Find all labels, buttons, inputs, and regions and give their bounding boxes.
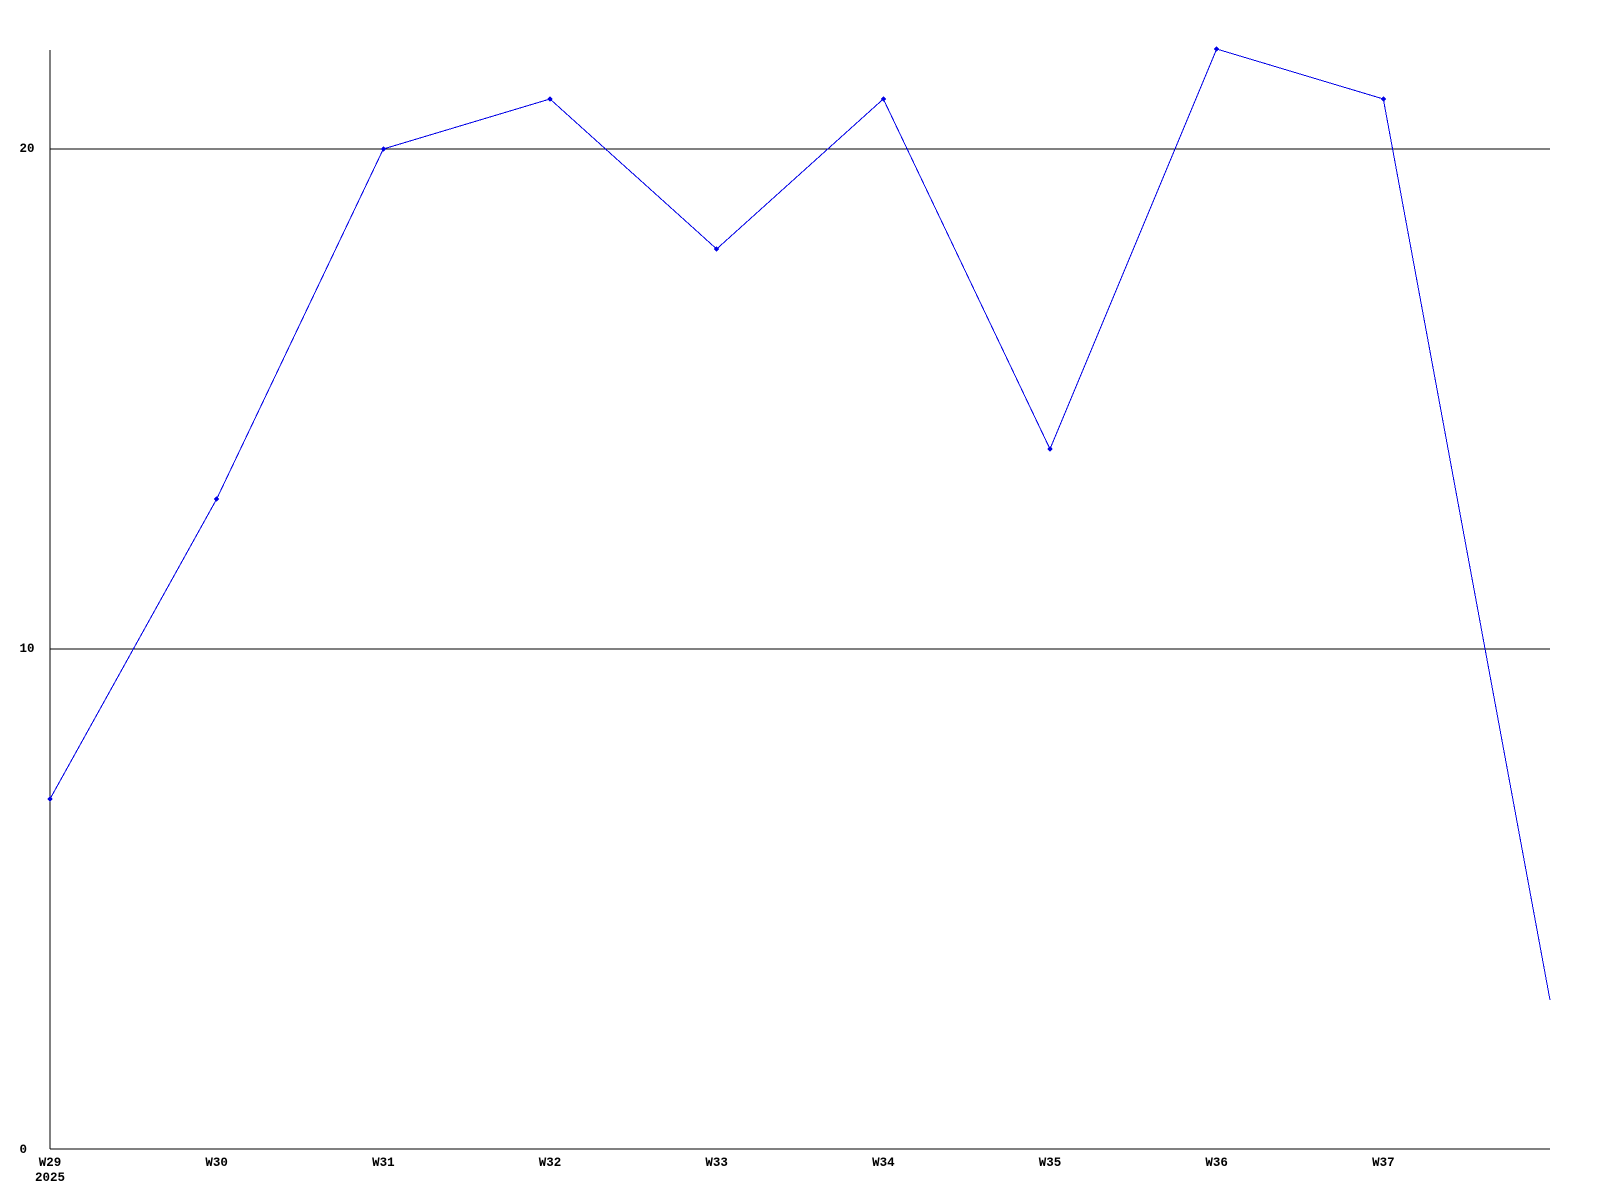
svg-text:W35: W35 bbox=[1039, 1156, 1062, 1170]
svg-text:W32: W32 bbox=[539, 1156, 562, 1170]
svg-text:10: 10 bbox=[20, 642, 35, 656]
svg-text:W37: W37 bbox=[1372, 1156, 1395, 1170]
svg-text:W33: W33 bbox=[705, 1156, 728, 1170]
svg-text:W34: W34 bbox=[872, 1156, 895, 1170]
svg-text:W29: W29 bbox=[39, 1156, 62, 1170]
svg-text:W36: W36 bbox=[1205, 1156, 1228, 1170]
svg-text:0: 0 bbox=[20, 1143, 28, 1157]
svg-text:W31: W31 bbox=[372, 1156, 395, 1170]
svg-text:W30: W30 bbox=[205, 1156, 228, 1170]
svg-text:2025: 2025 bbox=[35, 1171, 65, 1185]
svg-text:20: 20 bbox=[20, 142, 35, 156]
